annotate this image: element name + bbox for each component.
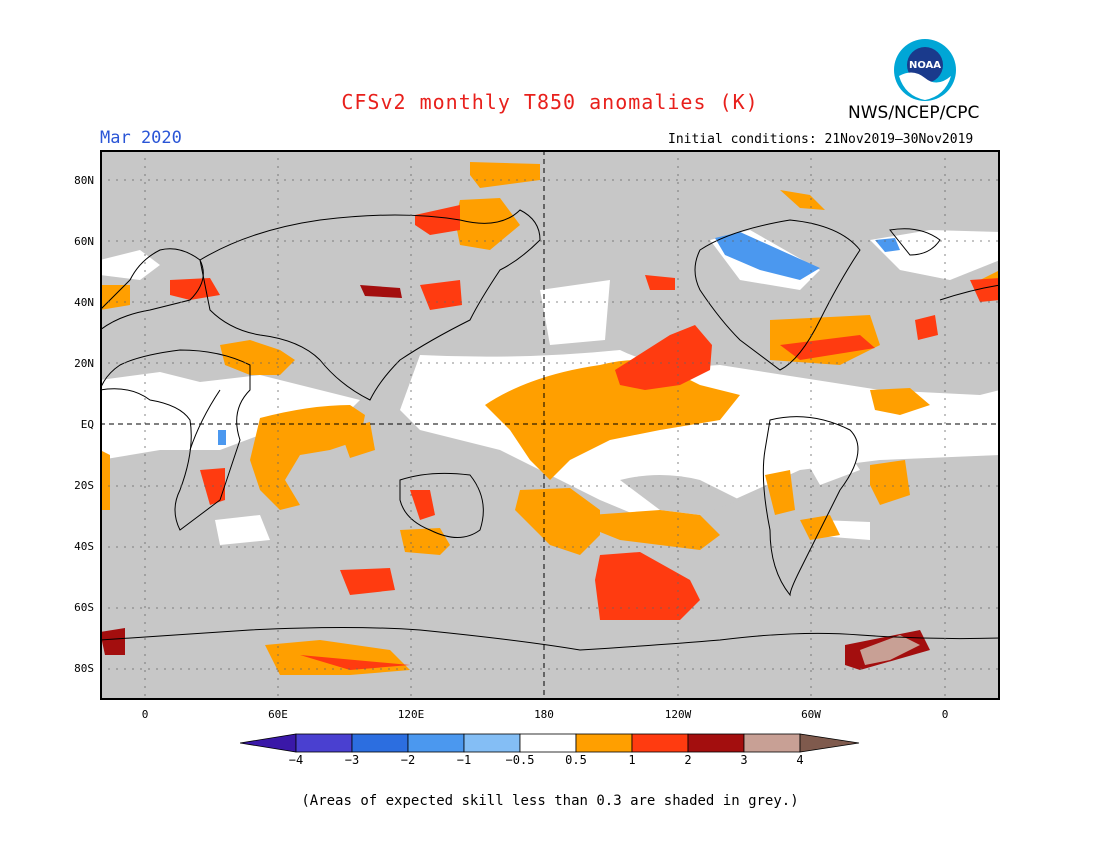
lat-label-20s: 20S [74, 479, 94, 492]
lon-label-60e: 60E [268, 708, 288, 721]
anomaly-blue [218, 232, 900, 445]
lon-label-180: 180 [534, 708, 554, 721]
lon-label-0-east: 0 [941, 708, 949, 721]
anomaly-map [100, 150, 1000, 700]
colorbar-box [575, 733, 633, 753]
lat-label-60n: 60N [74, 235, 94, 248]
colorbar-box [743, 733, 801, 753]
colorbar-label: −3 [344, 753, 360, 767]
anomaly-orange [100, 162, 1000, 675]
skill-grey-patches [620, 475, 740, 515]
map-title: CFSv2 monthly T850 anomalies (K) [341, 90, 759, 114]
gridlines [100, 150, 1000, 700]
colorbar-box [463, 733, 521, 753]
colorbar-label: 2 [684, 753, 692, 767]
lon-label-120e: 120E [397, 708, 425, 721]
lat-label-60s: 60S [74, 601, 94, 614]
colorbar-arrow-right [799, 733, 860, 753]
anomaly-brown [860, 635, 920, 665]
colorbar [240, 733, 860, 753]
lat-label-80n: 80N [74, 174, 94, 187]
colorbar-box [295, 733, 353, 753]
valid-month: Mar 2020 [100, 128, 182, 148]
lat-label-20n: 20N [74, 357, 94, 370]
anomaly-red [170, 205, 1000, 670]
agency-label: NWS/NCEP/CPC [848, 103, 980, 123]
colorbar-label: −2 [400, 753, 416, 767]
colorbar-label: −0.5 [505, 753, 535, 767]
colorbar-label: 1 [628, 753, 636, 767]
initial-conditions: Initial conditions: 21Nov2019–30Nov2019 [668, 132, 974, 147]
colorbar-box [407, 733, 465, 753]
lon-label-0-west: 0 [141, 708, 149, 721]
colorbar-label: 4 [796, 753, 804, 767]
colorbar-box [687, 733, 745, 753]
colorbar-box [631, 733, 689, 753]
colorbar-label: 3 [740, 753, 748, 767]
svg-text:NOAA: NOAA [909, 60, 941, 71]
colorbar-box [351, 733, 409, 753]
colorbar-arrow-left [240, 733, 297, 753]
noaa-logo: NOAA [894, 39, 956, 101]
lat-label-eq: EQ [80, 418, 94, 431]
lat-label-40s: 40S [74, 540, 94, 553]
lat-label-40n: 40N [74, 296, 94, 309]
lon-label-120w: 120W [664, 708, 692, 721]
colorbar-box [519, 733, 577, 753]
colorbar-label: −4 [288, 753, 304, 767]
lat-label-80s: 80S [74, 662, 94, 675]
coastlines [100, 209, 1000, 651]
colorbar-label: 0.5 [565, 753, 587, 767]
colorbar-label: −1 [456, 753, 472, 767]
lon-label-60w: 60W [801, 708, 821, 721]
skill-footnote: (Areas of expected skill less than 0.3 a… [301, 793, 799, 809]
